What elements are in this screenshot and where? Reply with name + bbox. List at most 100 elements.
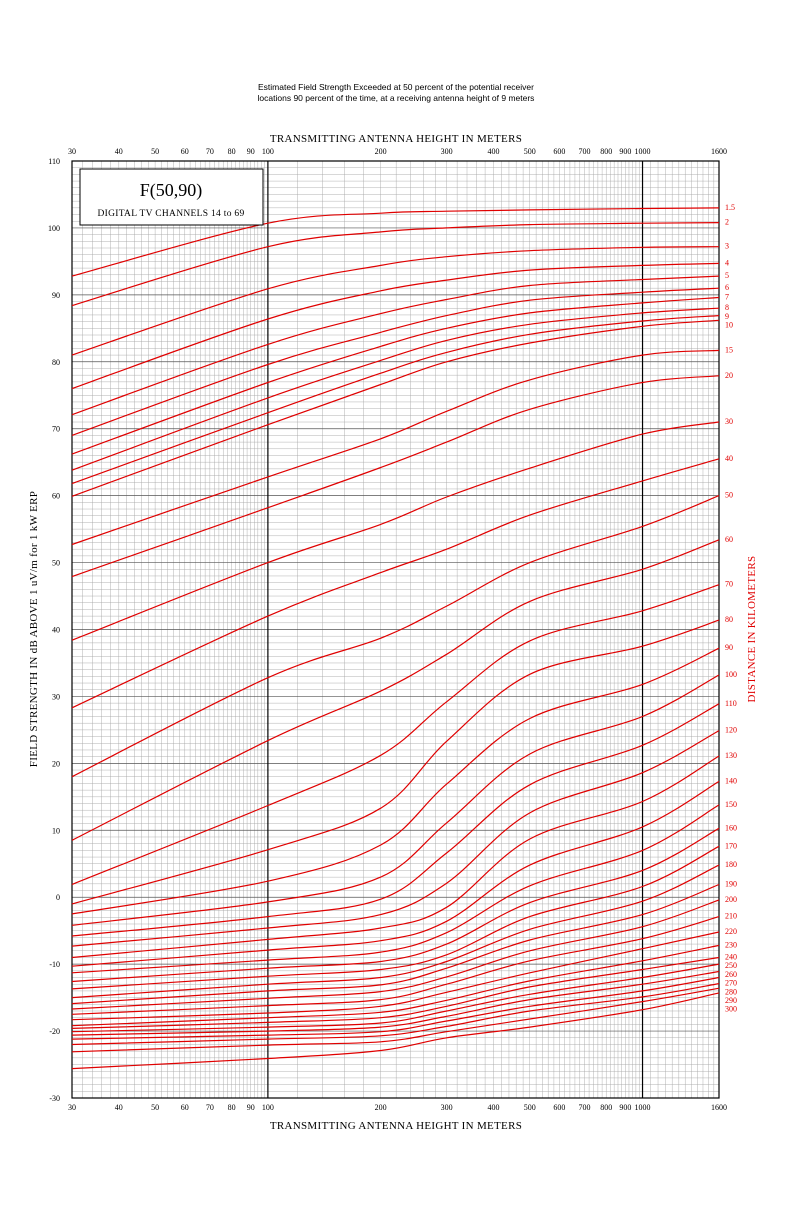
legend-subtitle: DIGITAL TV CHANNELS 14 to 69	[97, 209, 244, 219]
curve-130-km	[71, 755, 720, 959]
curve-180-km	[71, 864, 720, 999]
y-tick-label: 0	[56, 893, 60, 902]
legend-box	[79, 168, 264, 226]
curve-200-km	[71, 899, 720, 1010]
curve-30-km	[71, 421, 720, 641]
x-tick-label: 500	[524, 147, 536, 156]
x-axis-title-bottom: TRANSMITTING ANTENNA HEIGHT IN METERS	[270, 1120, 522, 1132]
legend-title: F(50,90)	[140, 180, 203, 201]
x-tick-label: 80	[228, 1103, 236, 1112]
distance-label-3: 3	[725, 242, 729, 251]
distance-label-230: 230	[725, 940, 737, 949]
distance-label-7: 7	[725, 293, 729, 302]
distance-label-70: 70	[725, 580, 733, 589]
y-tick-label: 50	[52, 559, 60, 568]
y-tick-label: -20	[49, 1027, 60, 1036]
x-tick-label: 40	[115, 147, 123, 156]
curve-110-km	[71, 703, 720, 937]
curve-150-km	[71, 804, 720, 974]
curve-220-km	[71, 931, 720, 1021]
x-tick-label: 800	[600, 147, 612, 156]
curve-4-km	[71, 262, 720, 390]
distance-label-120: 120	[725, 726, 737, 735]
curve-170-km	[71, 845, 720, 990]
distance-label-150: 150	[725, 800, 737, 809]
distance-label-30: 30	[725, 417, 733, 426]
distance-label-8: 8	[725, 303, 729, 312]
curve-3-km	[71, 246, 720, 356]
curve-230-km	[71, 944, 720, 1027]
distance-label-300: 300	[725, 1005, 737, 1014]
x-tick-label: 100	[262, 1103, 274, 1112]
x-tick-label: 500	[524, 1103, 536, 1112]
x-tick-label: 90	[247, 1103, 255, 1112]
distance-label-15: 15	[725, 345, 733, 354]
x-tick-label: 200	[375, 1103, 387, 1112]
curve-7-km	[71, 296, 720, 455]
curve-210-km	[71, 916, 720, 1015]
x-tick-label: 400	[487, 147, 499, 156]
x-tick-label: 700	[578, 1103, 590, 1112]
x-tick-label: 400	[487, 1103, 499, 1112]
distance-label-110: 110	[725, 699, 737, 708]
curve-20-km	[71, 375, 720, 578]
x-axis-title-top: TRANSMITTING ANTENNA HEIGHT IN METERS	[270, 133, 522, 145]
distance-label-270: 270	[725, 979, 737, 988]
x-tick-label: 70	[206, 1103, 214, 1112]
distance-label-9: 9	[725, 312, 729, 321]
curve-290-km	[71, 987, 720, 1053]
right-axis-title: DISTANCE IN KILOMETERS	[746, 556, 758, 703]
distance-label-5: 5	[725, 271, 729, 280]
curve-280-km	[71, 983, 720, 1046]
distance-label-10: 10	[725, 321, 733, 330]
x-tick-label: 30	[68, 1103, 76, 1112]
x-tick-label: 1000	[635, 147, 651, 156]
x-tick-label: 50	[151, 1103, 159, 1112]
y-tick-label: -30	[49, 1094, 60, 1103]
y-tick-label: 80	[52, 358, 60, 367]
curve-300-km	[71, 992, 720, 1070]
distance-label-130: 130	[725, 751, 737, 760]
x-tick-label: 800	[600, 1103, 612, 1112]
curve-260-km	[71, 970, 720, 1036]
distance-curves	[71, 207, 720, 1070]
distance-label-1_5: 1.5	[725, 203, 735, 212]
x-tick-label: 900	[619, 1103, 631, 1112]
curve-80-km	[71, 619, 720, 905]
distance-label-180: 180	[725, 860, 737, 869]
curve-250-km	[71, 963, 720, 1033]
distance-label-4: 4	[725, 258, 729, 267]
distance-label-50: 50	[725, 491, 733, 500]
distance-label-200: 200	[725, 895, 737, 904]
distance-label-170: 170	[725, 841, 737, 850]
curve-15-km	[71, 349, 720, 546]
x-tick-label: 60	[181, 1103, 189, 1112]
y-tick-label: 100	[48, 224, 60, 233]
distance-label-250: 250	[725, 961, 737, 970]
x-tick-label: 300	[441, 147, 453, 156]
caption-line-1: Estimated Field Strength Exceeded at 50 …	[258, 82, 534, 92]
distance-label-2: 2	[725, 218, 729, 227]
curve-90-km	[71, 647, 720, 915]
curve-1_5-km	[71, 207, 720, 277]
x-tick-label: 40	[115, 1103, 123, 1112]
curve-2-km	[71, 222, 720, 307]
distance-label-20: 20	[725, 371, 733, 380]
x-tick-label: 70	[206, 147, 214, 156]
curve-6-km	[71, 287, 720, 436]
distance-label-220: 220	[725, 927, 737, 936]
x-tick-label: 600	[553, 1103, 565, 1112]
curve-270-km	[71, 976, 720, 1040]
x-tick-label: 50	[151, 147, 159, 156]
distance-label-190: 190	[725, 879, 737, 888]
distance-label-210: 210	[725, 912, 737, 921]
distance-label-80: 80	[725, 615, 733, 624]
curve-140-km	[71, 780, 720, 967]
curve-70-km	[71, 584, 720, 886]
distance-label-240: 240	[725, 952, 737, 961]
distance-label-260: 260	[725, 970, 737, 979]
curve-120-km	[71, 730, 720, 947]
x-tick-label: 60	[181, 147, 189, 156]
x-tick-label: 90	[247, 147, 255, 156]
